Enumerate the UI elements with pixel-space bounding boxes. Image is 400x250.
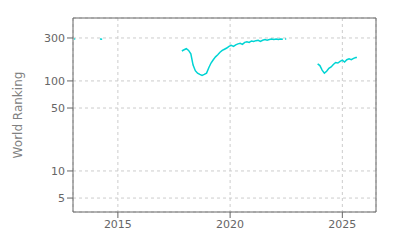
svg-text:World Ranking: World Ranking	[11, 72, 25, 159]
svg-text:2020: 2020	[216, 218, 244, 231]
svg-text:10: 10	[51, 165, 65, 178]
svg-text:300: 300	[44, 32, 65, 45]
svg-text:100: 100	[44, 75, 65, 88]
svg-text:2015: 2015	[104, 218, 132, 231]
svg-text:2025: 2025	[328, 218, 356, 231]
svg-text:50: 50	[51, 102, 65, 115]
svg-text:5: 5	[58, 192, 65, 205]
